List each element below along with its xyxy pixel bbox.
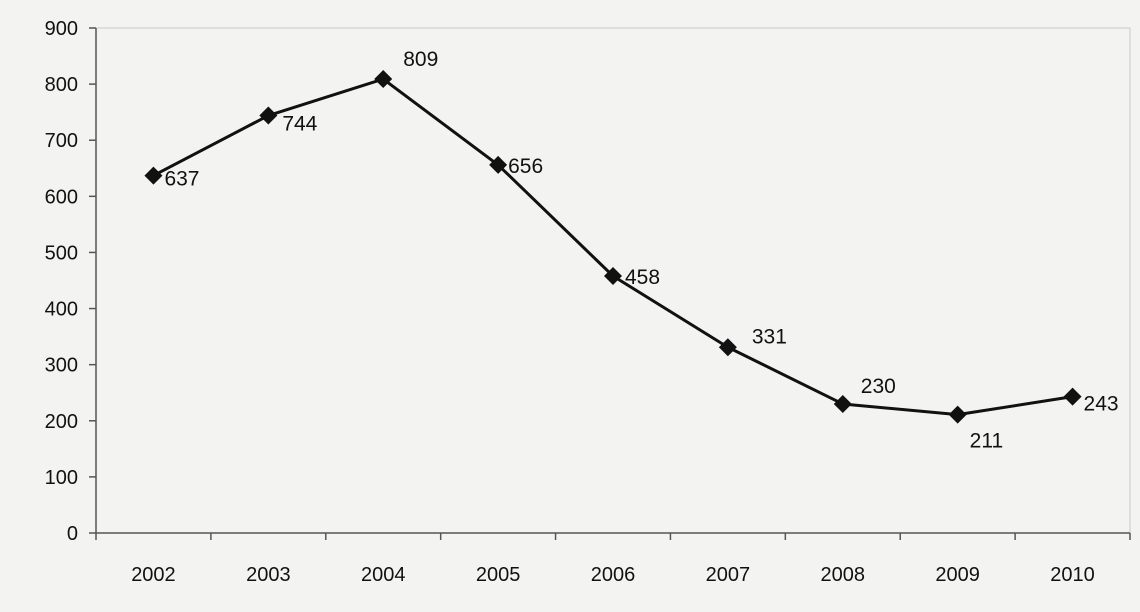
x-tick-label: 2003	[246, 564, 291, 586]
x-tick-label: 2010	[1050, 564, 1095, 586]
x-tick-label: 2008	[821, 564, 866, 586]
data-point-marker	[948, 405, 967, 424]
data-label: 458	[625, 266, 660, 289]
series-line	[144, 70, 1082, 424]
x-tick-label: 2006	[591, 564, 636, 586]
data-point-marker	[144, 166, 163, 185]
y-tick-label: 800	[45, 74, 78, 96]
y-axis: 0 100 200 300 400 500 600 700 800 900	[45, 18, 96, 545]
x-tick-label: 2002	[131, 564, 176, 586]
y-tick-label: 200	[45, 411, 78, 433]
data-point-marker	[718, 338, 737, 357]
data-label: 744	[282, 113, 317, 136]
data-point-marker	[833, 394, 852, 413]
data-labels: 637 744 809 656 458 331 230 211 243	[164, 48, 1118, 453]
data-point-marker	[1063, 387, 1082, 406]
y-tick-label: 400	[45, 299, 78, 321]
data-label: 637	[164, 168, 199, 191]
y-tick-label: 900	[45, 18, 78, 40]
y-tick-label: 700	[45, 130, 78, 152]
y-tick-label: 600	[45, 186, 78, 208]
x-tick-label: 2004	[361, 564, 406, 586]
data-point-marker	[374, 70, 393, 89]
x-tick-label: 2007	[706, 564, 751, 586]
data-label: 230	[861, 375, 896, 398]
data-label: 243	[1084, 393, 1119, 416]
data-label: 656	[508, 155, 543, 178]
y-tick-label: 100	[45, 467, 78, 489]
y-tick-label: 500	[45, 242, 78, 264]
data-point-marker	[489, 155, 508, 174]
data-point-marker	[259, 106, 278, 125]
x-axis: 2002 2003 2004 2005 2006 2007 2008 2009 2010	[95, 533, 1131, 586]
data-label: 211	[970, 430, 1003, 453]
data-label: 331	[752, 325, 787, 348]
x-tick-label: 2005	[476, 564, 521, 586]
data-label: 809	[403, 48, 438, 71]
x-tick-label: 2009	[935, 564, 980, 586]
data-point-marker	[604, 267, 622, 286]
y-tick-label: 0	[67, 523, 78, 545]
y-tick-label: 300	[45, 355, 78, 377]
